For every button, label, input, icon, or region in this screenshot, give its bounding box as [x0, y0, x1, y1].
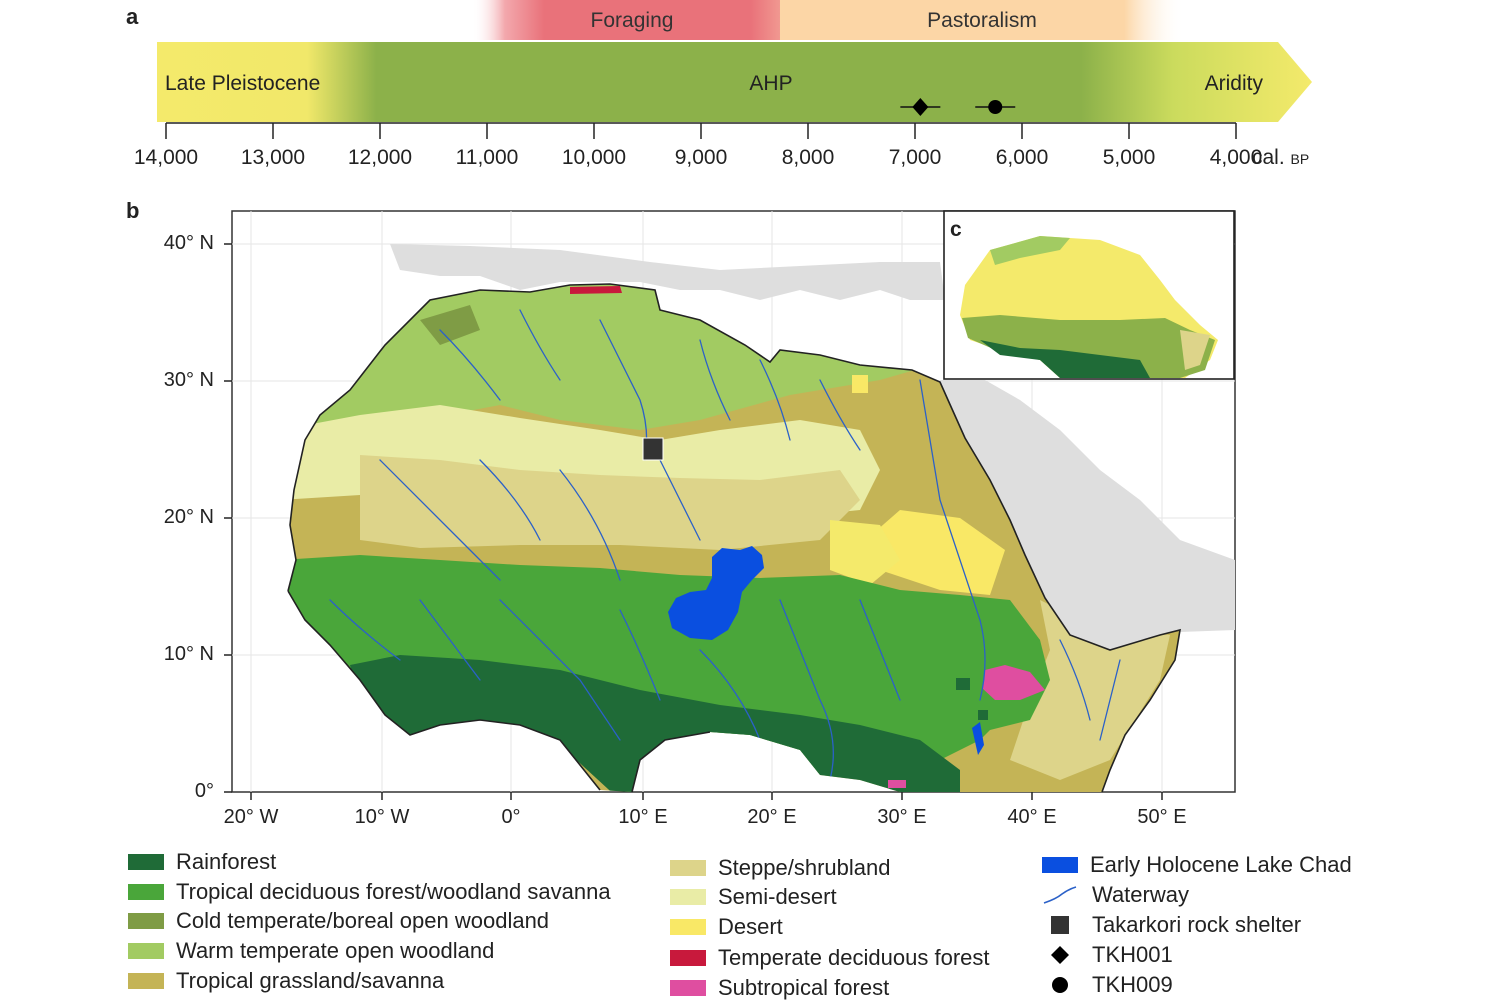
legend-tkh009: TKH009: [1042, 972, 1173, 998]
lon-label-40e: 40° E: [1007, 806, 1057, 828]
legend-takarkori: Takarkori rock shelter: [1042, 912, 1301, 938]
legend-label: Steppe/shrubland: [718, 855, 891, 880]
legend-label: Tropical grassland/savanna: [176, 968, 445, 993]
unit-main: cal.: [1252, 146, 1285, 169]
legend-label: Desert: [718, 914, 783, 939]
legend-temperate-deciduous: Temperate deciduous forest: [670, 945, 990, 971]
timeline-chart: Foraging Pastoralism Late Pleistocene AH…: [157, 0, 1312, 139]
legend-swatch: [128, 854, 164, 870]
vegetation-map: c: [224, 210, 1236, 800]
unit-small: BP: [1290, 151, 1310, 167]
lat-label-30n: 30° N: [163, 369, 214, 391]
legend-swatch: [128, 943, 164, 959]
lat-label-0: 0°: [194, 780, 214, 802]
lon-label-50e: 50° E: [1137, 806, 1187, 828]
timeline-unit: cal. BP: [1252, 146, 1309, 170]
waterway-icon: [1042, 885, 1078, 905]
legend-label: Cold temperate/boreal open woodland: [176, 908, 550, 933]
legend-tkh001: TKH001: [1042, 942, 1173, 968]
timeline-markers: [900, 98, 1016, 116]
legend-label: Early Holocene Lake Chad: [1090, 852, 1352, 877]
legend-semi-desert: Semi-desert: [670, 884, 837, 910]
legend-label: TKH001: [1092, 942, 1173, 967]
legend-label: Takarkori rock shelter: [1092, 912, 1302, 937]
legend-cold-temperate: Cold temperate/boreal open woodland: [128, 908, 549, 934]
timeline-tick-label: 13,000: [240, 146, 306, 169]
legend-swatch: [670, 860, 706, 876]
lat-label-10n: 10° N: [163, 643, 214, 665]
legend-swatch: [128, 973, 164, 989]
legend-label: Temperate deciduous forest: [718, 945, 990, 970]
legend-warm-temperate: Warm temperate open woodland: [128, 938, 494, 964]
timeline-tick-label: 6,000: [995, 146, 1049, 169]
legend-swatch: [1042, 857, 1078, 873]
ahp-label: AHP: [749, 72, 792, 95]
legend-swatch: [670, 980, 706, 996]
late-pleistocene-label: Late Pleistocene: [165, 72, 320, 95]
surrounding-land: [390, 244, 1235, 650]
lat-label-20n: 20° N: [163, 506, 214, 528]
takarkori-rock-shelter-marker: [642, 437, 664, 461]
pastoralism-band: [780, 0, 1185, 40]
timeline-tick-label: 14,000: [133, 146, 199, 169]
legend-swatch: [670, 889, 706, 905]
diamond-marker-icon: [1042, 945, 1078, 965]
legend-swatch: [128, 884, 164, 900]
legend-label: Waterway: [1092, 882, 1189, 907]
legend-subtropical: Subtropical forest: [670, 975, 889, 1001]
lon-label-30e: 30° E: [877, 806, 927, 828]
latitude-ticks: [224, 243, 232, 793]
legend-label: TKH009: [1092, 972, 1173, 997]
legend-steppe: Steppe/shrubland: [670, 855, 890, 881]
square-marker-icon: [1042, 915, 1078, 935]
timeline-tick-label: 9,000: [674, 146, 728, 169]
legend-tropical-grassland: Tropical grassland/savanna: [128, 968, 444, 994]
tkh009-marker: [988, 100, 1003, 114]
panel-b-letter: b: [126, 198, 140, 223]
legend-swatch: [128, 913, 164, 929]
legend-waterway: Waterway: [1042, 882, 1189, 908]
legend-tropical-deciduous: Tropical deciduous forest/woodland savan…: [128, 879, 611, 905]
lon-label-10w: 10° W: [354, 806, 410, 828]
panel-c-letter: c: [950, 218, 962, 241]
timeline-tick-label: 7,000: [888, 146, 942, 169]
timeline-tick-label: 4,000: [1209, 146, 1263, 169]
timeline-ticks: [165, 123, 1237, 139]
timeline-tick-label: 8,000: [781, 146, 835, 169]
legend-swatch: [670, 919, 706, 935]
legend-label: Semi-desert: [718, 884, 837, 909]
timeline-tick-label: 11,000: [455, 146, 519, 169]
inset-map-c: c: [943, 210, 1235, 380]
lake-victoria-inlet: [972, 722, 984, 755]
timeline-tick-label: 12,000: [347, 146, 413, 169]
legend-lake-chad: Early Holocene Lake Chad: [1042, 852, 1352, 878]
legend-label: Tropical deciduous forest/woodland savan…: [176, 879, 611, 904]
longitude-ticks: [250, 792, 1163, 800]
legend-label: Rainforest: [176, 849, 277, 874]
africa-coastline: [287, 283, 1181, 793]
lon-label-20e: 20° E: [747, 806, 797, 828]
lon-label-10e: 10° E: [618, 806, 668, 828]
temperate-forest-patch: [570, 286, 622, 294]
lon-label-0: 0°: [501, 806, 521, 828]
legend-desert: Desert: [670, 914, 783, 940]
foraging-label: Foraging: [591, 9, 674, 32]
tkh001-marker: [912, 98, 929, 116]
lat-label-40n: 40° N: [163, 232, 214, 254]
legend-label: Subtropical forest: [718, 975, 890, 1000]
timeline-arrow-bar: [157, 42, 1312, 122]
panel-a-letter: a: [126, 4, 139, 29]
legend-label: Warm temperate open woodland: [176, 938, 495, 963]
timeline-tick-label: 10,000: [561, 146, 627, 169]
circle-marker-icon: [1042, 975, 1078, 995]
pastoralism-label: Pastoralism: [927, 9, 1037, 32]
lake-chad: [668, 546, 764, 640]
legend-swatch: [670, 950, 706, 966]
timeline-tick-label: 5,000: [1102, 146, 1156, 169]
foraging-band: [472, 0, 790, 40]
legend-rainforest: Rainforest: [128, 849, 276, 875]
aridity-label: Aridity: [1205, 72, 1264, 95]
lon-label-20w: 20° W: [223, 806, 279, 828]
